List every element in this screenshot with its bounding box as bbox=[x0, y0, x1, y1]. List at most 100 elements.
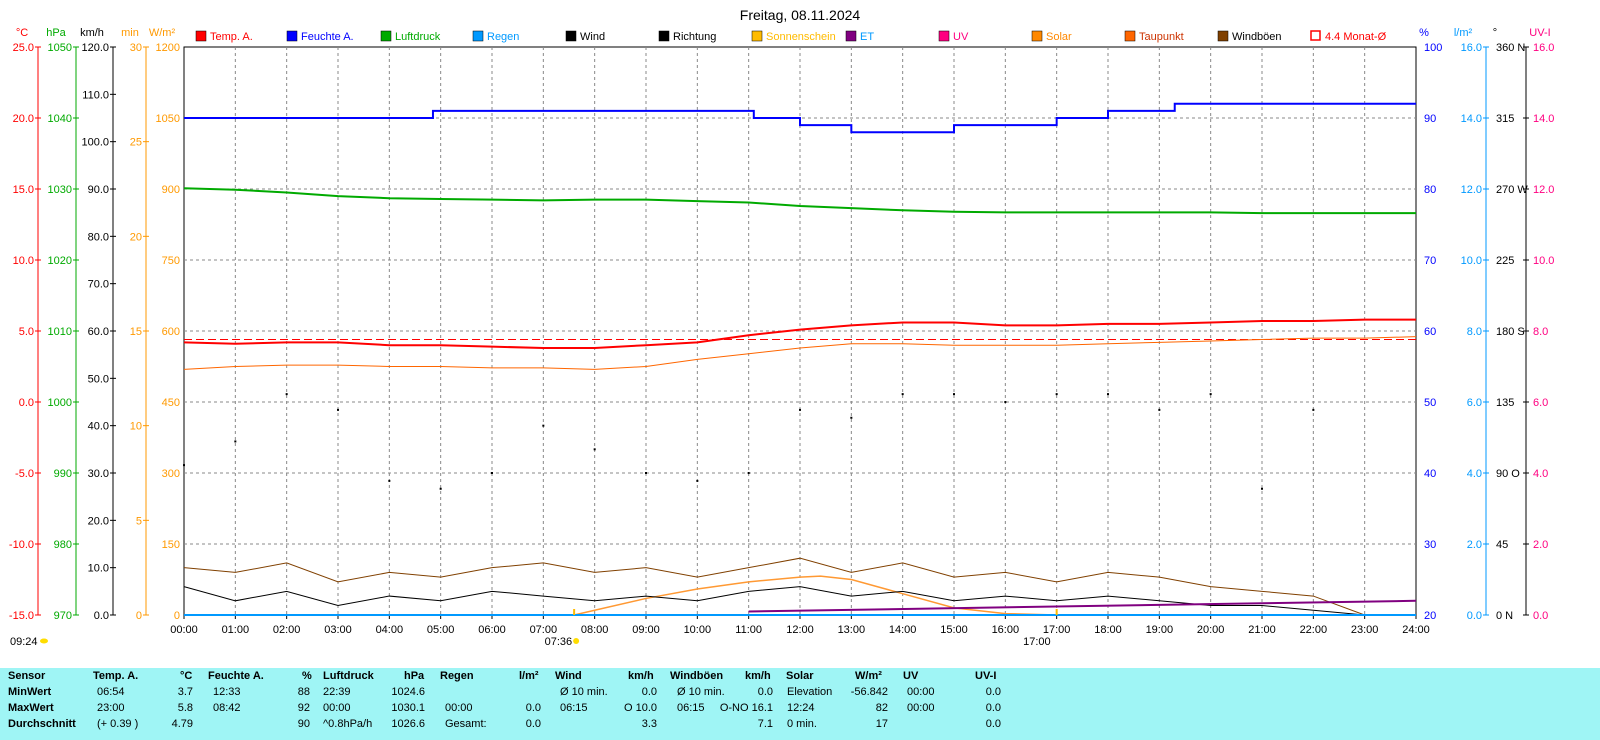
statistics-table: Sensor Temp. A. °C Feuchte A. % Luftdruc… bbox=[0, 668, 1600, 740]
rain-axis-tick-label: 16.0 bbox=[1461, 42, 1482, 54]
solar-axis-tick-label: 600 bbox=[162, 326, 180, 338]
humidity-axis-tick-label: 80 bbox=[1424, 184, 1436, 196]
legend-label: Taupunkt bbox=[1139, 31, 1184, 43]
stats-maxwert-rain-time: 00:00 bbox=[445, 702, 473, 714]
direction-point bbox=[901, 393, 904, 396]
uv-axis-tick-label: 10.0 bbox=[1533, 255, 1554, 267]
uv-axis-tick-label: 4.0 bbox=[1533, 468, 1548, 480]
direction-point bbox=[1261, 487, 1263, 490]
solar-axis-tick-label: 300 bbox=[162, 468, 180, 480]
stats-durchschnitt-gust-val: 7.1 bbox=[757, 718, 773, 730]
temp-axis-tick-label: 0.0 bbox=[19, 397, 34, 409]
chart-axes: 00:00 01:00 02:00 03:00 04:00 05:00 06:00 07:00… bbox=[9, 27, 1555, 636]
stats-minwert-temp-val: 3.7 bbox=[177, 686, 193, 698]
uv-axis-tick-label: 8.0 bbox=[1533, 326, 1548, 338]
legend-swatch bbox=[195, 30, 207, 42]
legend-label: Wind bbox=[580, 31, 605, 43]
header-sensor: Sensor bbox=[8, 670, 46, 682]
legend-swatch bbox=[380, 30, 392, 42]
wind-axis-tick-label: 120.0 bbox=[81, 42, 109, 54]
stats-maxwert-wind-time: 06:15 bbox=[560, 702, 588, 714]
direction-point bbox=[645, 472, 647, 474]
x-tick-label: 00:00 bbox=[170, 624, 198, 636]
legend-label: Regen bbox=[487, 31, 519, 43]
x-tick-label: 01:00 bbox=[222, 624, 250, 636]
series-line-luftdruck bbox=[183, 187, 1416, 215]
rain-axis-tick-label: 14.0 bbox=[1461, 113, 1482, 125]
legend-swatch bbox=[1031, 30, 1043, 42]
wind-axis-tick-label: 50.0 bbox=[88, 373, 109, 385]
uv-axis-tick-label: 6.0 bbox=[1533, 397, 1548, 409]
direction-axis-tick-label: 135 bbox=[1496, 397, 1514, 409]
x-tick-label: 07:00 bbox=[530, 624, 558, 636]
humidity-axis-tick-label: 30 bbox=[1424, 539, 1436, 551]
pressure-axis-tick-label: 1000 bbox=[48, 397, 72, 409]
wind-axis-tick-label: 90.0 bbox=[88, 184, 109, 196]
x-tick-label: 23:00 bbox=[1351, 624, 1379, 636]
stats-minwert-uv-val: 0.0 bbox=[985, 686, 1001, 698]
legend-label: Sonnenschein bbox=[766, 31, 836, 43]
chart-title: Freitag, 08.11.2024 bbox=[740, 7, 861, 23]
stats-minwert-solar-time: Elevation bbox=[787, 686, 833, 698]
solar-axis-tick-label: 0 bbox=[174, 610, 180, 622]
header-solar: Solar bbox=[786, 670, 814, 682]
header-uv-unit: UV-I bbox=[975, 670, 997, 682]
direction-point bbox=[593, 448, 596, 451]
x-tick-label: 02:00 bbox=[273, 624, 301, 636]
header-humidity-unit: % bbox=[302, 670, 312, 682]
humidity-axis-tick-label: 40 bbox=[1424, 468, 1436, 480]
rain-axis-unit-label: l/m² bbox=[1454, 27, 1473, 39]
direction-point bbox=[1158, 408, 1161, 411]
direction-point bbox=[747, 472, 750, 474]
pressure-axis-tick-label: 970 bbox=[54, 610, 72, 622]
solar-axis-tick-label: 1200 bbox=[156, 42, 180, 54]
minutes-axis-unit-label: min bbox=[121, 27, 139, 39]
x-tick-label: 17:00 bbox=[1043, 624, 1071, 636]
x-tick-label: 10:00 bbox=[684, 624, 712, 636]
wind-axis-tick-label: 10.0 bbox=[88, 563, 109, 575]
legend-label: Richtung bbox=[673, 31, 716, 43]
x-tick-label: 21:00 bbox=[1248, 624, 1276, 636]
direction-point bbox=[953, 393, 955, 396]
sunrise-icon bbox=[573, 638, 580, 644]
uv-axis-tick-label: 12.0 bbox=[1533, 184, 1554, 196]
legend-label: Windböen bbox=[1232, 31, 1282, 43]
header-rain-unit: l/m² bbox=[519, 670, 539, 682]
wind-axis-tick-label: 70.0 bbox=[88, 279, 109, 291]
minutes-axis-tick-label: 0 bbox=[136, 610, 142, 622]
stats-maxwert-gust-time: 06:15 bbox=[677, 702, 705, 714]
direction-axis-tick-label: 45 bbox=[1496, 539, 1508, 551]
stats-durchschnitt-label: Durchschnitt bbox=[8, 718, 76, 730]
pressure-axis-unit-label: hPa bbox=[46, 27, 66, 39]
x-tick-label: 20:00 bbox=[1197, 624, 1225, 636]
legend-swatch bbox=[938, 30, 950, 42]
stats-maxwert-rain-val: 0.0 bbox=[525, 702, 541, 714]
x-tick-label: 06:00 bbox=[478, 624, 506, 636]
chart-series bbox=[183, 102, 1417, 616]
sunset-label: 17:00 bbox=[1023, 636, 1051, 648]
series-line-taupunkt bbox=[183, 336, 1417, 370]
direction-point bbox=[285, 393, 288, 396]
humidity-axis-tick-label: 90 bbox=[1424, 113, 1436, 125]
stats-durchschnitt-rain-time: Gesamt: bbox=[445, 718, 487, 730]
temp-axis-unit-label: °C bbox=[16, 27, 28, 39]
direction-point bbox=[696, 479, 699, 482]
direction-axis-tick-label: 315 bbox=[1496, 113, 1514, 125]
stats-maxwert-press-time: 00:00 bbox=[323, 702, 351, 714]
stats-minwert-hum-time: 12:33 bbox=[213, 686, 241, 698]
solar-axis-tick-label: 750 bbox=[162, 255, 180, 267]
rain-axis-tick-label: 12.0 bbox=[1461, 184, 1482, 196]
stats-durchschnitt-uv-val: 0.0 bbox=[985, 718, 1001, 730]
legend-label: Feuchte A. bbox=[301, 31, 354, 43]
stats-durchschnitt-rain-val: 0.0 bbox=[525, 718, 541, 730]
rain-axis-tick-label: 8.0 bbox=[1467, 326, 1482, 338]
minutes-axis-tick-label: 10 bbox=[130, 421, 142, 433]
header-gust-unit: km/h bbox=[745, 670, 771, 682]
x-tick-label: 24:00 bbox=[1402, 624, 1430, 636]
temp-axis-tick-label: 5.0 bbox=[19, 326, 34, 338]
direction-axis-tick-label: 270 W bbox=[1496, 184, 1528, 196]
direction-point bbox=[1107, 393, 1109, 396]
uv-axis-tick-label: 0.0 bbox=[1533, 610, 1548, 622]
header-uv: UV bbox=[903, 670, 919, 682]
stats-durchschnitt-solar-time: 0 min. bbox=[787, 718, 817, 730]
